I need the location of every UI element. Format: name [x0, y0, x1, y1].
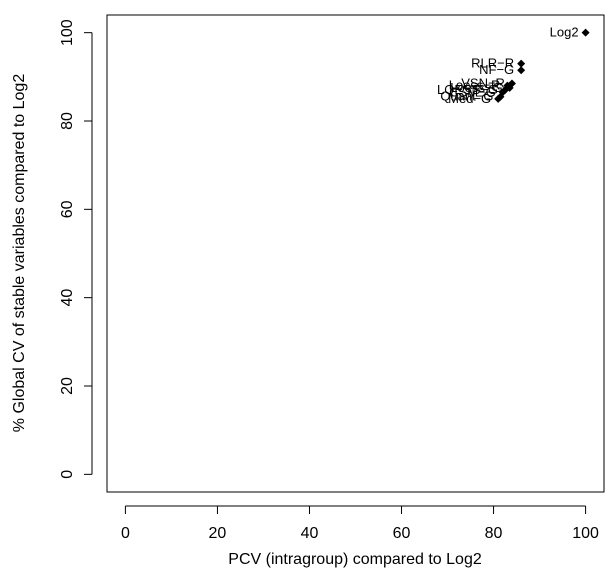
data-point-label: VSN−R	[461, 75, 505, 90]
x-tick-label: 20	[209, 525, 227, 542]
y-tick-label: 80	[59, 112, 76, 130]
y-tick-label: 100	[59, 19, 76, 46]
y-tick-label: 40	[59, 289, 76, 307]
data-points: Log2 RLR−RNF−GVSN−RLoess−RLoess−GLOESS−GC…	[437, 25, 590, 106]
x-axis-title: PCV (intragroup) compared to Log2	[228, 551, 482, 568]
data-point-label: NF−G	[479, 62, 514, 77]
data-point-label: CSM−G	[449, 84, 496, 99]
x-tick-label: 100	[572, 525, 599, 542]
y-tick-label: 60	[59, 200, 76, 218]
data-point-label: RLR−R	[471, 56, 514, 71]
x-axis: 0 20 40 60 80 100	[121, 505, 599, 542]
data-point-marker	[517, 66, 526, 75]
data-point-label: Loess−G	[450, 80, 502, 95]
y-axis-title: % Global CV of stable variables compared…	[11, 74, 28, 433]
x-tick-label: 40	[301, 525, 319, 542]
x-tick-label: 80	[485, 525, 503, 542]
data-point-label: Loess−R	[449, 78, 501, 93]
x-tick-label: 0	[121, 525, 130, 542]
data-point-label: Quant−G	[440, 89, 493, 104]
data-point-marker	[581, 28, 590, 37]
data-point-label: Log2	[550, 25, 579, 40]
data-point-label: Med−G	[448, 91, 491, 106]
plot-frame	[106, 14, 605, 493]
y-tick-label: 0	[59, 470, 76, 479]
y-tick-label: 20	[59, 377, 76, 395]
data-point-marker	[494, 94, 503, 103]
data-point-marker	[517, 59, 526, 68]
data-point-label: LOESS−G	[437, 82, 498, 97]
x-tick-label: 60	[393, 525, 411, 542]
y-axis: 0 20 40 60 80 100	[59, 19, 93, 479]
